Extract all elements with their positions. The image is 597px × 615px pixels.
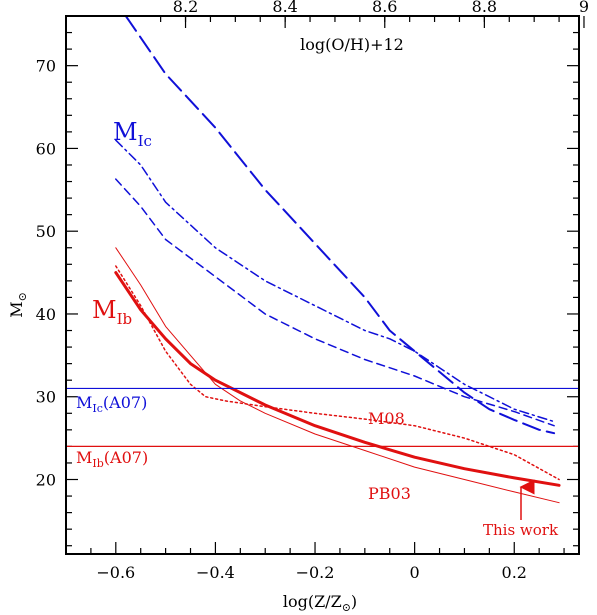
- y-tick-label: 20: [36, 471, 56, 490]
- y-axis-label: M⊙: [7, 292, 29, 318]
- annotation-m-ic-sub: Ic: [138, 132, 152, 150]
- x-axis-label-main: log(Z/Z: [283, 592, 342, 611]
- series-line-3: [115, 178, 555, 427]
- y-axis-label-main: M: [7, 301, 26, 317]
- annotation-m-ib: MIb: [92, 296, 132, 328]
- y-tick-label: 40: [36, 305, 56, 324]
- annotation-this-work: This work: [483, 521, 559, 539]
- series-layer: [114, 15, 561, 504]
- x-axis-label: log(Z/Z⊙): [283, 592, 357, 614]
- x-axis-label-sub: ⊙: [342, 601, 351, 614]
- top-tick-label: 8.6: [372, 0, 397, 16]
- series-line-6: [115, 265, 560, 481]
- annotation-m-ic-a07-sub: Ic: [92, 402, 103, 415]
- annotation-m-ib-a07-main: M: [76, 448, 92, 467]
- x-tick-label: −0.4: [196, 563, 235, 582]
- annotation-m-ib-a07-sub: Ib: [92, 457, 103, 470]
- top-axis-label: log(O/H)+12: [300, 35, 404, 54]
- series-line-4: [114, 271, 561, 487]
- annotation-m-ic-a07-tail: (A07): [103, 393, 147, 412]
- top-tick-label: 8.2: [173, 0, 198, 16]
- annotation-m-ic-a07-main: M: [76, 393, 92, 412]
- annotation-m-ib-a07-tail: (A07): [104, 448, 148, 467]
- annotation-m-ic-main: M: [113, 118, 138, 146]
- top-tick-label: 9: [579, 0, 589, 16]
- y-axis-label-sub: ⊙: [16, 292, 29, 301]
- y-tick-label: 50: [36, 222, 56, 241]
- plot-frame: [65, 15, 580, 555]
- x-tick-label: 0.2: [502, 563, 527, 582]
- top-tick-label: 8.4: [272, 0, 297, 16]
- y-tick-label: 60: [36, 139, 56, 158]
- annotation-m-ib-sub: Ib: [117, 310, 133, 328]
- annotation-m-ic-a07: MIc(A07): [76, 393, 147, 415]
- y-tick-label: 30: [36, 388, 56, 407]
- series-line-1: [124, 15, 556, 435]
- x-axis-label-tail: ): [351, 592, 357, 611]
- annotation-m-ib-a07: MIb(A07): [76, 448, 148, 470]
- annotation-m-ic: MIc: [113, 118, 152, 150]
- x-tick-label: −0.2: [296, 563, 335, 582]
- x-tick-label: 0: [410, 563, 420, 582]
- annotation-m08: M08: [368, 409, 405, 428]
- annotation-pb03: PB03: [368, 484, 411, 503]
- top-tick-label: 8.8: [472, 0, 497, 16]
- reference-lines: [66, 387, 579, 447]
- series-line-2: [115, 139, 555, 423]
- tick-labels: −0.6 −0.4 −0.2 0 0.2 20 30 40 50 60 70 8.2 8.4 8.6 8.8…: [36, 0, 589, 582]
- x-tick-label: −0.6: [96, 563, 135, 582]
- series-line-5: [115, 247, 560, 504]
- annotation-m-ib-main: M: [92, 296, 117, 324]
- y-tick-label: 70: [36, 57, 56, 76]
- axis-ticks: [65, 15, 585, 554]
